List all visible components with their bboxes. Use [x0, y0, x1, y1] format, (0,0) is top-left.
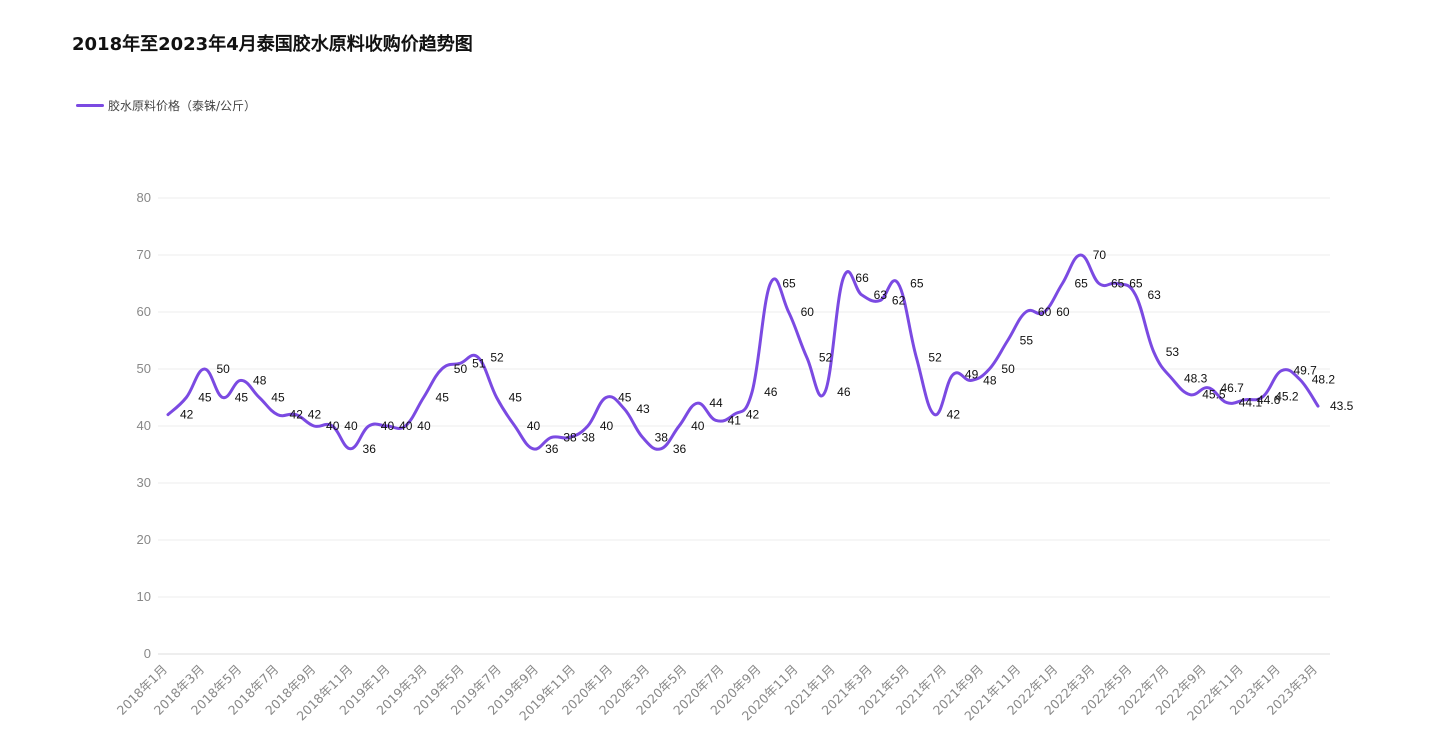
data-label: 45 [509, 391, 523, 405]
legend[interactable]: 胶水原料价格（泰铢/公斤） [76, 97, 256, 114]
data-label: 38 [563, 430, 577, 444]
data-label: 42 [290, 408, 304, 422]
data-label: 44.6 [1257, 393, 1281, 407]
data-label: 40 [600, 419, 614, 433]
y-tick-label: 0 [144, 646, 151, 661]
data-label: 38 [582, 430, 596, 444]
data-label: 40 [691, 419, 705, 433]
x-axis-ticks: 2018年1月2018年3月2018年5月2018年7月2018年9月2018年… [114, 662, 1320, 724]
data-label: 48.2 [1312, 372, 1336, 386]
data-label: 43.5 [1330, 399, 1354, 413]
data-label: 40 [417, 419, 431, 433]
data-label: 40 [344, 419, 358, 433]
legend-line-swatch [76, 104, 104, 107]
y-tick-label: 20 [137, 532, 151, 547]
data-label: 49.7 [1293, 364, 1317, 378]
series-line[interactable] [166, 253, 1320, 451]
data-label: 48.3 [1184, 372, 1208, 386]
data-label: 66 [855, 271, 869, 285]
data-label: 60 [801, 305, 815, 319]
data-label: 45 [618, 391, 632, 405]
data-label: 65 [782, 277, 796, 291]
data-label: 48 [983, 373, 997, 387]
data-labels: 42 45 50 45 48 45 42 42 40 40 36 40 40 40 45 50 51 52 45 40… [180, 248, 1354, 456]
data-label: 60 [1038, 305, 1052, 319]
data-label: 40 [326, 419, 340, 433]
data-label: 43 [636, 402, 650, 416]
data-label: 48 [253, 373, 267, 387]
legend-label: 胶水原料价格（泰铢/公斤） [108, 99, 257, 113]
data-label: 50 [454, 362, 468, 376]
data-label: 52 [928, 351, 942, 365]
data-label: 46 [764, 385, 778, 399]
data-label: 63 [874, 288, 888, 302]
data-label: 60 [1056, 305, 1070, 319]
data-label: 46.7 [1220, 381, 1244, 395]
data-label: 65 [1111, 277, 1125, 291]
data-label: 36 [545, 442, 559, 456]
y-tick-label: 30 [137, 475, 151, 490]
data-label: 42 [947, 408, 961, 422]
data-label: 51 [472, 356, 486, 370]
data-label: 36 [363, 442, 377, 456]
data-label: 36 [673, 442, 687, 456]
y-axis-ticks: 0 10 20 30 40 50 60 70 80 [137, 190, 151, 661]
data-label: 40 [381, 419, 395, 433]
data-label: 52 [819, 351, 833, 365]
data-label: 44.1 [1239, 396, 1263, 410]
data-label: 45 [436, 391, 450, 405]
data-label: 41 [728, 413, 742, 427]
data-label: 62 [892, 294, 906, 308]
data-label: 38 [655, 430, 669, 444]
data-label: 45 [235, 391, 249, 405]
data-label: 63 [1147, 288, 1161, 302]
data-label: 45 [198, 391, 212, 405]
y-tick-label: 60 [137, 304, 151, 319]
data-label: 40 [399, 419, 413, 433]
data-label: 44 [709, 396, 723, 410]
y-tick-label: 40 [137, 418, 151, 433]
data-label: 45 [271, 391, 285, 405]
y-tick-label: 10 [137, 589, 151, 604]
data-label: 53 [1166, 345, 1180, 359]
data-label: 42 [746, 408, 760, 422]
data-label: 65 [910, 277, 924, 291]
data-label: 55 [1020, 334, 1034, 348]
data-label: 45.5 [1202, 388, 1226, 402]
data-label: 42 [308, 408, 322, 422]
grid-lines [158, 197, 1330, 655]
data-label: 40 [527, 419, 541, 433]
data-label: 49 [965, 368, 979, 382]
y-tick-label: 80 [137, 190, 151, 205]
data-label: 52 [490, 351, 504, 365]
data-label: 70 [1093, 248, 1107, 262]
data-label: 65 [1129, 277, 1143, 291]
data-label: 50 [1001, 362, 1015, 376]
data-label: 46 [837, 385, 851, 399]
chart-title: 2018年至2023年4月泰国胶水原料收购价趋势图 [72, 34, 473, 55]
y-tick-label: 50 [137, 361, 151, 376]
data-label: 65 [1074, 277, 1088, 291]
y-tick-label: 70 [137, 247, 151, 262]
data-label: 42 [180, 408, 194, 422]
data-label: 45.2 [1275, 389, 1299, 403]
data-label: 50 [217, 362, 231, 376]
